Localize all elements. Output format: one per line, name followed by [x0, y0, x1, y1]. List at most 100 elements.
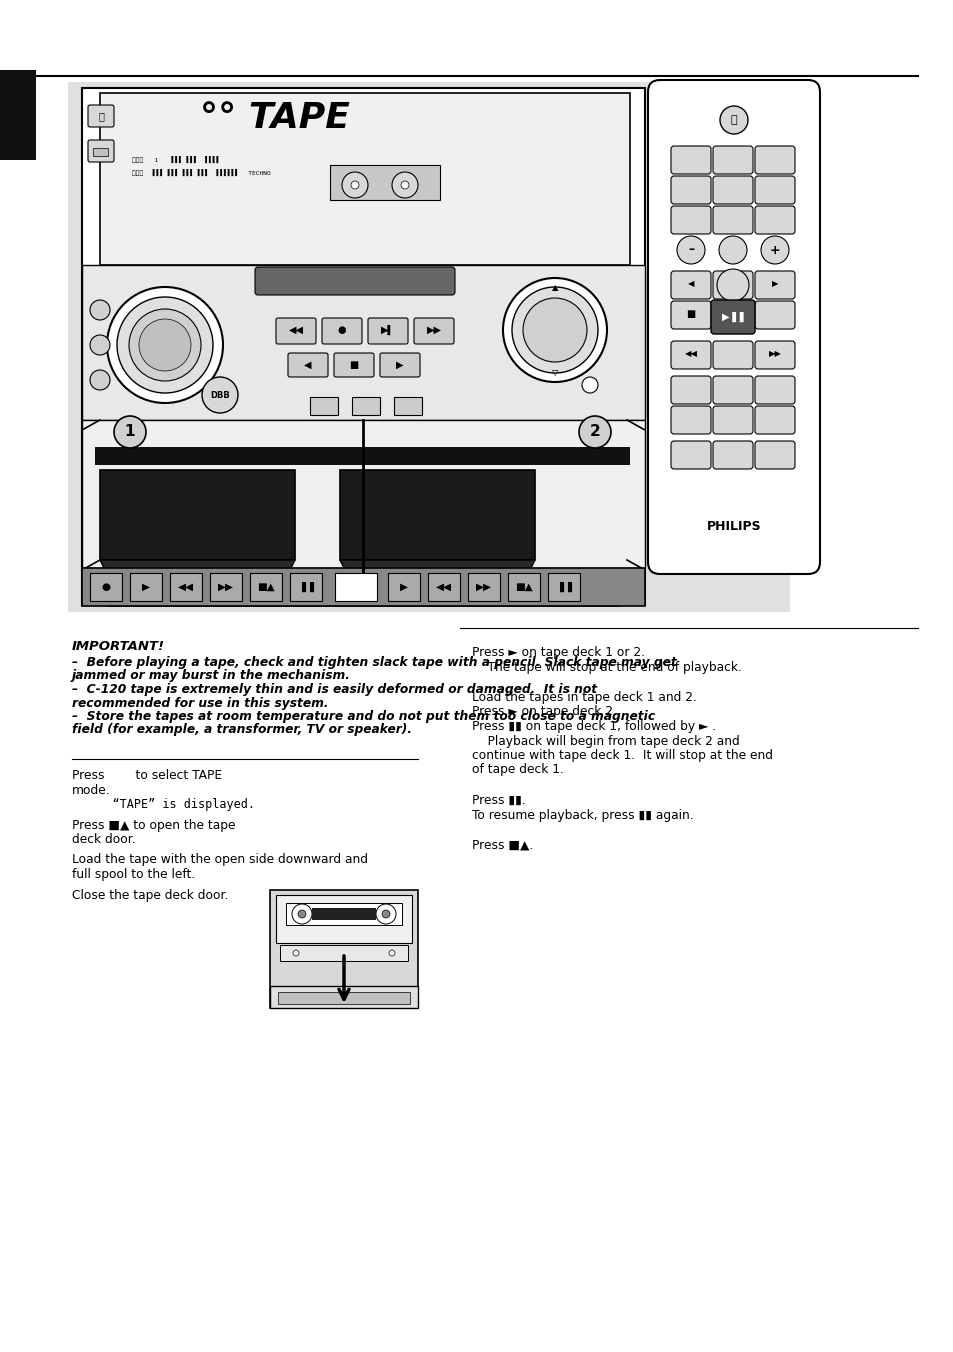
Text: –  Store the tapes at room temperature and do not put them too close to a magnet: – Store the tapes at room temperature an… [71, 710, 655, 723]
Text: ▶▶: ▶▶ [768, 350, 781, 358]
FancyBboxPatch shape [754, 301, 794, 329]
FancyBboxPatch shape [712, 406, 752, 434]
FancyBboxPatch shape [712, 146, 752, 174]
Text: °° TAPE: °° TAPE [200, 101, 350, 135]
Text: ◀: ◀ [304, 360, 312, 370]
Text: ▶: ▶ [771, 280, 778, 288]
Circle shape [375, 904, 395, 923]
FancyBboxPatch shape [754, 146, 794, 174]
Text: ▶▶: ▶▶ [476, 581, 492, 592]
Bar [82, 88, 644, 604]
Text: ◀◀: ◀◀ [288, 324, 303, 335]
Circle shape [351, 181, 358, 189]
Text: Close the tape deck door.: Close the tape deck door. [71, 888, 228, 902]
FancyBboxPatch shape [712, 270, 752, 299]
Circle shape [370, 589, 379, 600]
Text: ■▲: ■▲ [515, 581, 533, 592]
Text: ▶▐▐: ▶▐▐ [721, 308, 743, 319]
Text: ●: ● [101, 581, 111, 592]
Text: ＩＩＩ   1   ▐▐▐ ▐▐▐  ▐▐▐▐: ＩＩＩ 1 ▐▐▐ ▐▐▐ ▐▐▐▐ [132, 155, 218, 164]
Text: Press        to select TAPE: Press to select TAPE [71, 769, 222, 781]
FancyBboxPatch shape [275, 318, 315, 343]
Text: ◀◀: ◀◀ [436, 581, 452, 592]
Bar [388, 573, 419, 602]
Circle shape [90, 335, 110, 356]
Text: ▶▐▐: ▶▐▐ [721, 312, 743, 322]
Circle shape [139, 319, 191, 370]
Circle shape [719, 237, 746, 264]
Text: ■: ■ [685, 310, 695, 319]
Bar [68, 82, 789, 612]
Bar [270, 890, 417, 1009]
FancyBboxPatch shape [754, 206, 794, 234]
Bar [270, 986, 417, 1009]
Text: IMPORTANT!: IMPORTANT! [71, 639, 165, 653]
FancyBboxPatch shape [670, 376, 710, 404]
Text: mode.: mode. [71, 784, 111, 796]
Bar [260, 272, 450, 289]
Polygon shape [339, 560, 535, 589]
Text: ◀: ◀ [687, 280, 694, 288]
Circle shape [392, 172, 417, 197]
Text: ▽: ▽ [551, 368, 558, 376]
Text: Press ▮▮ on tape deck 1, followed by ► .: Press ▮▮ on tape deck 1, followed by ► . [472, 721, 716, 733]
Circle shape [180, 589, 190, 600]
Text: PHILIPS: PHILIPS [706, 521, 760, 534]
Circle shape [381, 910, 390, 918]
Circle shape [400, 181, 409, 189]
FancyBboxPatch shape [368, 318, 408, 343]
FancyBboxPatch shape [712, 206, 752, 234]
Circle shape [113, 416, 146, 448]
FancyBboxPatch shape [754, 441, 794, 469]
Text: 1: 1 [125, 425, 135, 439]
Text: 2: 2 [589, 425, 599, 439]
Text: –  Before playing a tape, check and tighten slack tape with a pencil. Slack tape: – Before playing a tape, check and tight… [71, 656, 676, 669]
FancyBboxPatch shape [712, 376, 752, 404]
Bar [82, 568, 644, 606]
Bar [286, 903, 401, 925]
Text: Load the tape with the open side downward and: Load the tape with the open side downwar… [71, 853, 368, 867]
FancyBboxPatch shape [334, 353, 374, 377]
Circle shape [230, 589, 240, 600]
Text: ＩＩＩ  ▐▐▐ ▐▐▐ ▐▐▐ ▐▐▐  ▐▐▐▐▐▐   TECHNO: ＩＩＩ ▐▐▐ ▐▐▐ ▐▐▐ ▐▐▐ ▐▐▐▐▐▐ TECHNO [132, 169, 271, 176]
Text: Playback will begin from tape deck 2 and: Playback will begin from tape deck 2 and [472, 734, 739, 748]
Polygon shape [82, 589, 644, 606]
FancyBboxPatch shape [670, 146, 710, 174]
FancyBboxPatch shape [414, 318, 454, 343]
Bar [547, 573, 579, 602]
Text: Press ■▲ to open the tape: Press ■▲ to open the tape [71, 818, 235, 831]
FancyBboxPatch shape [710, 300, 754, 334]
Text: ▐▐: ▐▐ [556, 581, 572, 592]
Bar [339, 470, 535, 560]
FancyBboxPatch shape [647, 80, 820, 575]
Text: ●: ● [337, 324, 346, 335]
Text: ▶▶: ▶▶ [426, 324, 441, 335]
Circle shape [117, 297, 213, 393]
FancyBboxPatch shape [670, 441, 710, 469]
Text: ⏻: ⏻ [98, 111, 104, 120]
Circle shape [107, 287, 223, 403]
FancyBboxPatch shape [322, 318, 361, 343]
FancyBboxPatch shape [288, 353, 328, 377]
Bar [394, 397, 421, 415]
Text: ▶: ▶ [142, 581, 150, 592]
Text: jammed or may burst in the mechanism.: jammed or may burst in the mechanism. [71, 669, 351, 683]
Text: field (for example, a transformer, TV or speaker).: field (for example, a transformer, TV or… [71, 723, 412, 737]
Bar [100, 93, 629, 265]
Text: Press ▮▮.: Press ▮▮. [472, 794, 525, 807]
Bar [310, 397, 337, 415]
FancyBboxPatch shape [754, 341, 794, 369]
Bar [428, 573, 459, 602]
Bar [507, 573, 539, 602]
FancyBboxPatch shape [754, 406, 794, 434]
Bar [0, 70, 36, 160]
Text: Press ► on tape deck 2.: Press ► on tape deck 2. [472, 706, 617, 718]
FancyBboxPatch shape [712, 176, 752, 204]
FancyBboxPatch shape [670, 270, 710, 299]
Text: “TAPE” is displayed.: “TAPE” is displayed. [84, 798, 254, 811]
Text: Press ■▲.: Press ■▲. [472, 840, 533, 852]
FancyBboxPatch shape [88, 105, 113, 127]
Text: ▶▍: ▶▍ [380, 324, 395, 335]
Text: DBB: DBB [210, 391, 230, 399]
Circle shape [90, 300, 110, 320]
